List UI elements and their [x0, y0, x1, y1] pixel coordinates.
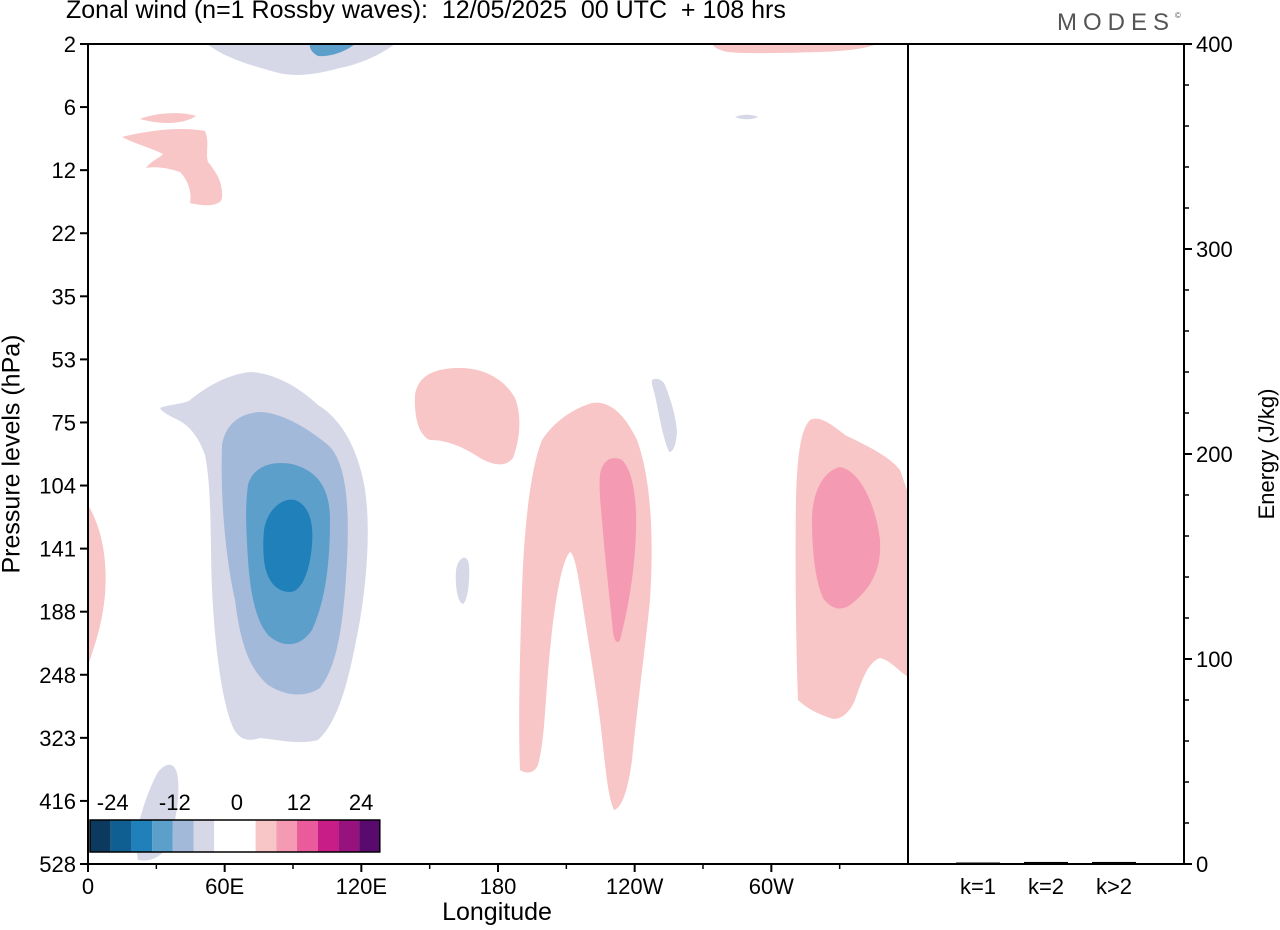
longitude-axis: 0 60E 120E 180 120W 60W	[82, 864, 841, 899]
contour-positive-patch	[122, 128, 223, 206]
energy-bar	[1024, 861, 1068, 864]
colorbar-swatch	[234, 820, 256, 852]
y-tick-label: 248	[39, 663, 76, 688]
colorbar-frame	[89, 819, 381, 853]
colorbar-swatch	[90, 820, 111, 852]
y-tick-label: 2	[64, 32, 76, 57]
colorbar-label: 0	[231, 790, 243, 815]
y-tick-label: 104	[39, 474, 76, 499]
colorbar-swatch	[172, 820, 194, 852]
contour-positive-edge	[88, 505, 106, 665]
colorbar-label: 24	[349, 790, 373, 815]
contour-negative-core	[263, 499, 313, 592]
energy-category-label: k=1	[960, 874, 996, 899]
x-tick-label: 120W	[606, 874, 664, 899]
energy-tick-label: 400	[1196, 32, 1233, 57]
colorbar-labels: -24 -12 0 12 24	[97, 790, 374, 815]
contour-negative-outer	[207, 44, 395, 75]
y-tick-label: 12	[52, 158, 76, 183]
x-tick-label: 0	[82, 874, 94, 899]
y-tick-label: 141	[39, 537, 76, 562]
y-tick-label: 323	[39, 726, 76, 751]
contour-negative-mid	[309, 44, 355, 57]
y-tick-label: 416	[39, 789, 76, 814]
colorbar-swatch	[152, 820, 173, 852]
energy-tick-label: 300	[1196, 237, 1233, 262]
y-tick-label: 6	[64, 95, 76, 120]
energy-category-label: k>2	[1096, 874, 1132, 899]
y-tick-label: 188	[39, 600, 76, 625]
colorbar-swatch	[317, 820, 339, 852]
chart-title: Zonal wind (n=1 Rossby waves): 12/05/202…	[66, 0, 786, 24]
energy-tick-label: 0	[1196, 852, 1208, 877]
contour-positive-outer	[414, 368, 520, 465]
y-axis-label: Pressure levels (hPa)	[0, 334, 26, 574]
energy-bar	[956, 862, 1000, 864]
colorbar	[89, 819, 381, 853]
x-tick-label: 60W	[749, 874, 794, 899]
energy-tick-label: 100	[1196, 647, 1233, 672]
colorbar-swatch	[110, 820, 132, 852]
colorbar-swatch	[255, 820, 277, 852]
contour-negative-speck	[735, 114, 758, 120]
colorbar-swatch	[193, 820, 215, 852]
colorbar-label: -24	[97, 790, 129, 815]
colorbar-label: -12	[159, 790, 191, 815]
colorbar-swatch	[359, 820, 380, 852]
energy-bars: k=1 k=2 k>2	[956, 861, 1136, 899]
energy-tick-label: 200	[1196, 442, 1233, 467]
colorbar-swatch	[297, 820, 318, 852]
colorbar-swatch	[276, 820, 297, 852]
x-tick-label: 180	[480, 874, 517, 899]
energy-bar	[1092, 861, 1136, 864]
y-tick-label: 22	[52, 221, 76, 246]
contour-field	[88, 44, 907, 861]
y-tick-label: 528	[39, 852, 76, 877]
colorbar-swatch	[131, 820, 153, 852]
energy-axis-label: Energy (J/kg)	[1254, 388, 1279, 520]
contour-positive-patch	[140, 113, 196, 123]
pressure-axis: 2 6 12 22 35 53 75 104 141 188 248 323 416 528	[39, 32, 88, 877]
contour-positive-outer	[712, 44, 877, 54]
y-tick-label: 75	[52, 410, 76, 435]
contour-positive-outer	[519, 402, 652, 810]
energy-category-label: k=2	[1028, 874, 1064, 899]
contour-positive-mid	[812, 467, 881, 609]
x-tick-label: 60E	[205, 874, 244, 899]
colorbar-label: 12	[287, 790, 311, 815]
y-tick-label: 35	[52, 284, 76, 309]
contour-positive-mid	[599, 458, 637, 643]
logo-text: MODES	[1057, 9, 1176, 36]
colorbar-swatch	[338, 820, 360, 852]
energy-plot-frame	[907, 43, 1185, 865]
y-tick-label: 53	[52, 347, 76, 372]
contour-negative-speck	[651, 378, 677, 452]
logo-mark: ©	[1175, 11, 1181, 20]
energy-axis: 0 100 200 300 400	[1184, 32, 1233, 877]
x-axis-label: Longitude	[442, 898, 552, 926]
contour-negative-speck	[455, 557, 470, 604]
colorbar-swatch	[214, 820, 235, 852]
x-tick-label: 120E	[336, 874, 387, 899]
modes-logo: MODES©	[1057, 9, 1181, 37]
